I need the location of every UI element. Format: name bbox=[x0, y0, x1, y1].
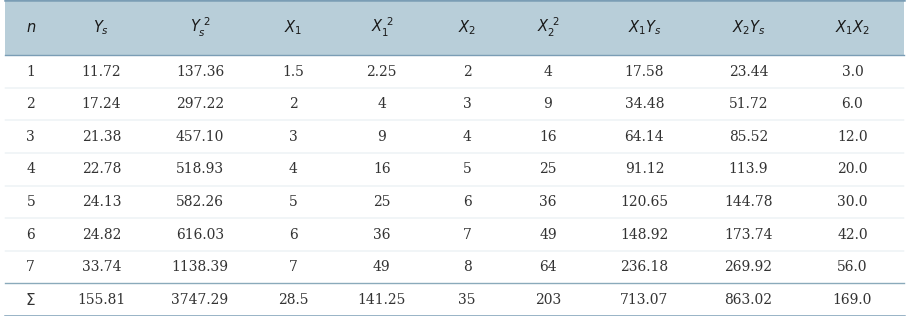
Text: 3747.29: 3747.29 bbox=[172, 293, 228, 307]
Text: 137.36: 137.36 bbox=[175, 64, 225, 79]
Text: 25: 25 bbox=[373, 195, 391, 209]
Text: 56.0: 56.0 bbox=[837, 260, 868, 274]
Text: 169.0: 169.0 bbox=[833, 293, 872, 307]
Text: 3: 3 bbox=[463, 97, 472, 111]
Text: 21.38: 21.38 bbox=[82, 130, 121, 144]
Text: 236.18: 236.18 bbox=[620, 260, 668, 274]
Text: 297.22: 297.22 bbox=[176, 97, 224, 111]
Text: 2: 2 bbox=[26, 97, 35, 111]
Text: 120.65: 120.65 bbox=[620, 195, 668, 209]
Text: 4: 4 bbox=[377, 97, 386, 111]
Text: $\mathit{X_1^{\ 2}}$: $\mathit{X_1^{\ 2}}$ bbox=[371, 16, 393, 39]
Text: 11.72: 11.72 bbox=[82, 64, 121, 79]
Text: 24.13: 24.13 bbox=[82, 195, 121, 209]
Text: 9: 9 bbox=[544, 97, 553, 111]
Text: $\mathit{X_2}\mathit{Y_s}$: $\mathit{X_2}\mathit{Y_s}$ bbox=[732, 18, 765, 37]
Text: 155.81: 155.81 bbox=[77, 293, 125, 307]
Text: 863.02: 863.02 bbox=[724, 293, 773, 307]
Text: 518.93: 518.93 bbox=[176, 162, 224, 176]
Text: 85.52: 85.52 bbox=[729, 130, 768, 144]
Text: 1138.39: 1138.39 bbox=[172, 260, 228, 274]
Text: 3.0: 3.0 bbox=[842, 64, 864, 79]
Text: 5: 5 bbox=[463, 162, 472, 176]
Text: 51.72: 51.72 bbox=[729, 97, 768, 111]
Text: 1.5: 1.5 bbox=[283, 64, 305, 79]
Text: 20.0: 20.0 bbox=[837, 162, 868, 176]
Text: 6.0: 6.0 bbox=[842, 97, 864, 111]
Text: 22.78: 22.78 bbox=[82, 162, 121, 176]
Text: 113.9: 113.9 bbox=[729, 162, 768, 176]
Text: $\mathit{X_1}\mathit{Y_s}$: $\mathit{X_1}\mathit{Y_s}$ bbox=[627, 18, 661, 37]
Text: 28.5: 28.5 bbox=[278, 293, 309, 307]
Text: $\mathit{X_2^{\ 2}}$: $\mathit{X_2^{\ 2}}$ bbox=[536, 16, 559, 39]
Text: 3: 3 bbox=[26, 130, 35, 144]
Text: 12.0: 12.0 bbox=[837, 130, 868, 144]
Text: $\mathit{Y_s}$: $\mathit{Y_s}$ bbox=[94, 18, 109, 37]
Text: 35: 35 bbox=[458, 293, 476, 307]
Text: 6: 6 bbox=[26, 228, 35, 241]
Text: 2: 2 bbox=[463, 64, 472, 79]
Text: 42.0: 42.0 bbox=[837, 228, 868, 241]
Text: 269.92: 269.92 bbox=[724, 260, 773, 274]
Text: 2.25: 2.25 bbox=[366, 64, 397, 79]
Text: 148.92: 148.92 bbox=[620, 228, 668, 241]
Text: 4: 4 bbox=[26, 162, 35, 176]
Text: $\mathit{X_2}$: $\mathit{X_2}$ bbox=[458, 18, 476, 37]
Text: 7: 7 bbox=[289, 260, 298, 274]
Text: 30.0: 30.0 bbox=[837, 195, 868, 209]
Text: $\mathit{n}$: $\mathit{n}$ bbox=[25, 21, 36, 35]
Text: 713.07: 713.07 bbox=[620, 293, 668, 307]
Text: 24.82: 24.82 bbox=[82, 228, 121, 241]
Text: $\mathit{Y_s^{\ 2}}$: $\mathit{Y_s^{\ 2}}$ bbox=[190, 16, 210, 39]
Text: 173.74: 173.74 bbox=[724, 228, 773, 241]
Text: 17.58: 17.58 bbox=[624, 64, 664, 79]
Text: 5: 5 bbox=[289, 195, 298, 209]
Text: 8: 8 bbox=[463, 260, 472, 274]
Text: 17.24: 17.24 bbox=[82, 97, 121, 111]
Text: 6: 6 bbox=[289, 228, 298, 241]
Text: 36: 36 bbox=[373, 228, 391, 241]
Text: 23.44: 23.44 bbox=[729, 64, 768, 79]
Text: 4: 4 bbox=[544, 64, 553, 79]
Text: $\Sigma$: $\Sigma$ bbox=[25, 292, 36, 308]
Text: 141.25: 141.25 bbox=[357, 293, 406, 307]
Text: $\mathit{X_1}\mathit{X_2}$: $\mathit{X_1}\mathit{X_2}$ bbox=[835, 18, 870, 37]
Text: 49: 49 bbox=[373, 260, 391, 274]
Text: 457.10: 457.10 bbox=[175, 130, 225, 144]
Text: 25: 25 bbox=[539, 162, 556, 176]
Text: 91.12: 91.12 bbox=[624, 162, 664, 176]
Text: 1: 1 bbox=[26, 64, 35, 79]
Text: 203: 203 bbox=[534, 293, 561, 307]
Text: 9: 9 bbox=[377, 130, 386, 144]
Text: 64: 64 bbox=[539, 260, 556, 274]
Text: 64.14: 64.14 bbox=[624, 130, 664, 144]
Text: 16: 16 bbox=[373, 162, 391, 176]
Text: 36: 36 bbox=[539, 195, 556, 209]
Text: 7: 7 bbox=[26, 260, 35, 274]
Text: 616.03: 616.03 bbox=[176, 228, 224, 241]
Text: 2: 2 bbox=[289, 97, 298, 111]
Text: 5: 5 bbox=[26, 195, 35, 209]
Text: 49: 49 bbox=[539, 228, 556, 241]
Text: 4: 4 bbox=[463, 130, 472, 144]
Text: 144.78: 144.78 bbox=[724, 195, 773, 209]
Text: 33.74: 33.74 bbox=[82, 260, 121, 274]
Text: 34.48: 34.48 bbox=[624, 97, 664, 111]
Text: 6: 6 bbox=[463, 195, 472, 209]
Text: 3: 3 bbox=[289, 130, 298, 144]
Text: 16: 16 bbox=[539, 130, 556, 144]
Text: 582.26: 582.26 bbox=[176, 195, 224, 209]
Text: 7: 7 bbox=[463, 228, 472, 241]
Text: $\mathit{X_1}$: $\mathit{X_1}$ bbox=[285, 18, 303, 37]
Text: 4: 4 bbox=[289, 162, 298, 176]
Bar bbox=[5, 0, 904, 55]
Bar bbox=[5, 55, 904, 316]
